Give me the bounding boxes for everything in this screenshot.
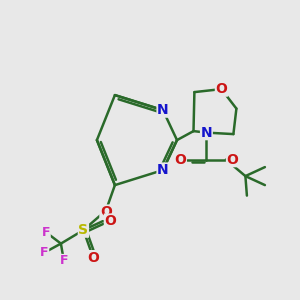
Text: O: O [226,153,238,166]
Text: O: O [104,214,116,228]
Text: N: N [157,103,169,117]
Text: F: F [60,254,68,268]
Text: O: O [215,82,227,96]
Text: S: S [78,223,88,237]
Text: O: O [87,251,99,265]
Text: N: N [201,126,212,140]
Text: F: F [42,226,50,239]
Text: N: N [157,163,169,177]
Text: F: F [40,246,49,259]
Text: O: O [100,205,112,219]
Text: O: O [174,153,186,166]
